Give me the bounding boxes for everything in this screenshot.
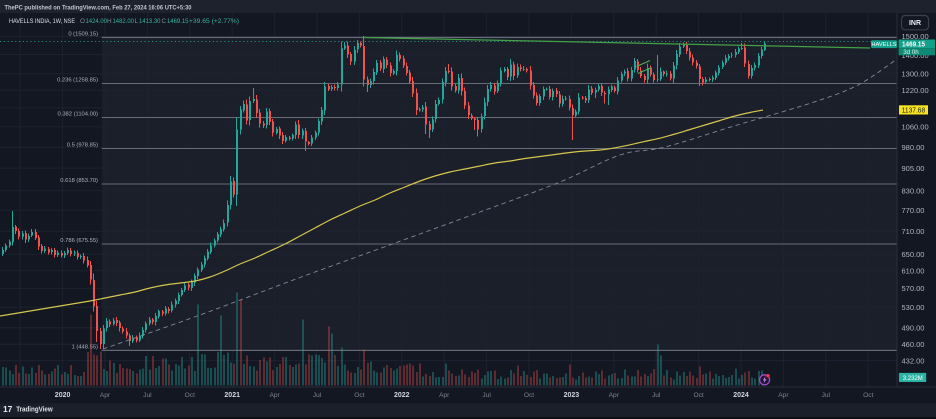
svg-text:Apr: Apr [269, 392, 280, 399]
svg-text:INR: INR [909, 20, 921, 27]
svg-text:432.00: 432.00 [902, 356, 925, 365]
svg-text:1469.15: 1469.15 [167, 18, 189, 25]
svg-text:Oct: Oct [185, 392, 195, 399]
svg-text:H: H [107, 18, 112, 25]
svg-text:Oct: Oct [524, 392, 534, 399]
svg-text:2020: 2020 [55, 392, 71, 399]
svg-text:Jul: Jul [313, 392, 322, 399]
svg-text:HAVELLS: HAVELLS [871, 42, 896, 48]
svg-text:17: 17 [3, 404, 13, 414]
svg-text:Apr: Apr [439, 392, 450, 399]
svg-text:0.236 (1258.85): 0.236 (1258.85) [57, 78, 98, 84]
svg-text:L: L [135, 18, 139, 25]
svg-text:570.00: 570.00 [902, 284, 925, 293]
svg-text:TradingView: TradingView [16, 404, 53, 413]
svg-text:1220.00: 1220.00 [902, 86, 929, 95]
svg-text:830.00: 830.00 [902, 186, 925, 195]
svg-text:1060.00: 1060.00 [902, 123, 929, 132]
svg-text:1137.68: 1137.68 [902, 107, 926, 114]
svg-text:Oct: Oct [693, 392, 703, 399]
svg-text:Jul: Jul [143, 392, 152, 399]
svg-text:2022: 2022 [394, 392, 410, 399]
svg-text:2024: 2024 [733, 392, 749, 399]
svg-text:0.382 (1104.00): 0.382 (1104.00) [57, 112, 98, 118]
svg-text:710.00: 710.00 [902, 227, 925, 236]
svg-text:0 (1509.15): 0 (1509.15) [68, 32, 98, 38]
svg-text:1424.00: 1424.00 [86, 18, 108, 25]
svg-text:3.232M: 3.232M [903, 375, 923, 382]
svg-text:3d 0h: 3d 0h [903, 49, 919, 56]
svg-text:1469.15: 1469.15 [902, 41, 925, 48]
svg-text:0.5 (978.85): 0.5 (978.85) [67, 143, 98, 149]
svg-text:Oct: Oct [354, 392, 364, 399]
svg-text:490.00: 490.00 [902, 324, 925, 333]
svg-text:Apr: Apr [100, 392, 111, 399]
svg-text:1482.00: 1482.00 [113, 18, 135, 25]
svg-text:2021: 2021 [224, 392, 240, 399]
svg-text:770.00: 770.00 [902, 206, 925, 215]
svg-text:O: O [80, 18, 85, 25]
svg-text:Jul: Jul [822, 392, 831, 399]
svg-text:2023: 2023 [564, 392, 580, 399]
svg-text:Jul: Jul [652, 392, 661, 399]
svg-text:Apr: Apr [609, 392, 620, 399]
svg-text:Jul: Jul [482, 392, 491, 399]
svg-text:650.00: 650.00 [902, 250, 925, 259]
svg-text:ThePC published on TradingView: ThePC published on TradingView.com, Feb … [5, 4, 192, 11]
svg-text:Apr: Apr [778, 392, 789, 399]
svg-text:0.786 (675.55): 0.786 (675.55) [60, 238, 98, 244]
svg-text:HAVELLS INDIA, 1W, NSE: HAVELLS INDIA, 1W, NSE [9, 18, 75, 25]
svg-text:460.00: 460.00 [902, 340, 925, 349]
svg-text:980.00: 980.00 [902, 143, 925, 152]
svg-text:Oct: Oct [863, 392, 873, 399]
svg-text:905.00: 905.00 [902, 164, 925, 173]
svg-text:610.00: 610.00 [902, 266, 925, 275]
svg-text:C: C [162, 18, 167, 25]
svg-text:1413.30: 1413.30 [139, 18, 161, 25]
svg-text:530.00: 530.00 [902, 303, 925, 312]
svg-text:+39.65 (+2.77%): +39.65 (+2.77%) [189, 18, 239, 25]
svg-text:1300.00: 1300.00 [902, 70, 929, 79]
svg-text:1400.00: 1400.00 [902, 51, 929, 60]
svg-text:1 (448.55): 1 (448.55) [72, 345, 98, 351]
svg-text:1500.00: 1500.00 [902, 32, 929, 41]
svg-text:0.618 (853.70): 0.618 (853.70) [60, 178, 98, 184]
